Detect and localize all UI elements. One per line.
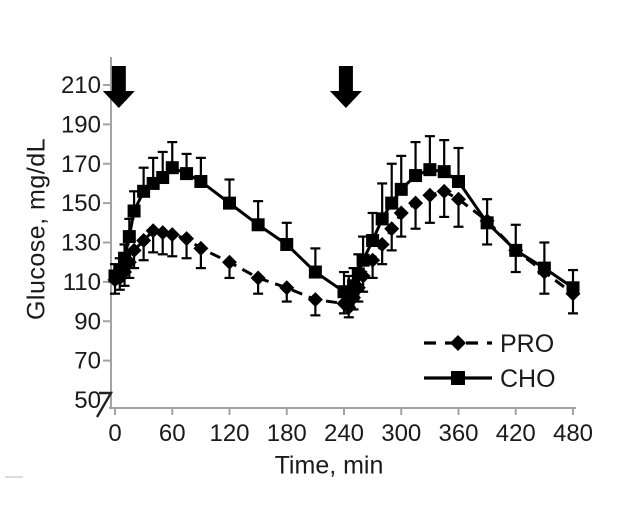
square-marker: [122, 230, 136, 244]
legend-label-pro: PRO: [500, 330, 554, 358]
x-tick-label: 360: [438, 420, 478, 447]
diamond-marker: [145, 223, 161, 239]
diamond-marker: [408, 195, 424, 211]
square-marker: [194, 174, 208, 188]
y-axis-break-glyph: [95, 391, 114, 418]
y-tick-label: 50: [74, 387, 101, 414]
square-marker: [180, 167, 194, 181]
diamond-marker: [374, 236, 390, 252]
square-marker: [437, 165, 451, 179]
y-tick-label: 130: [61, 230, 101, 257]
x-axis-title: Time, min: [274, 451, 384, 480]
series-pro: [107, 183, 581, 319]
series-cho: [108, 135, 580, 301]
x-tick-label: 480: [553, 420, 593, 447]
square-marker: [156, 171, 170, 185]
diamond-marker: [393, 205, 409, 221]
diamond-marker: [222, 254, 237, 270]
y-tick-label: 210: [61, 72, 101, 99]
diamond-marker: [536, 264, 552, 280]
square-marker: [223, 196, 236, 210]
diamond-marker: [565, 286, 581, 302]
square-marker: [385, 196, 399, 210]
x-tick-label: 120: [209, 420, 249, 447]
diamond-marker: [179, 231, 195, 247]
y-tick-label: 170: [61, 151, 101, 178]
meal-down-arrow-icon: [329, 66, 362, 108]
diamond-marker: [479, 213, 495, 229]
diamond-marker: [250, 270, 266, 286]
y-axis-title: Glucose, mg/dL: [22, 137, 51, 321]
diamond-marker: [451, 191, 466, 207]
page-scan-artifact: [5, 476, 23, 478]
diamond-marker: [155, 225, 171, 241]
x-tick-label: 60: [159, 420, 186, 447]
diamond-marker: [126, 242, 142, 258]
square-marker: [127, 204, 141, 218]
diamond-marker: [164, 227, 180, 243]
y-tick-labels: 50 70 90 110 130 150 170 190 210: [61, 72, 101, 414]
square-marker: [165, 161, 179, 175]
square-marker: [452, 174, 465, 188]
square-marker: [251, 218, 265, 232]
y-tick-label: 90: [74, 308, 101, 335]
diamond-marker: [307, 292, 323, 308]
square-marker: [394, 182, 408, 196]
square-marker: [280, 237, 294, 251]
diamond-marker: [279, 280, 295, 296]
square-marker: [356, 253, 370, 267]
legend-diamond-marker: [450, 335, 466, 351]
diamond-marker: [350, 280, 366, 296]
diamond-marker: [436, 183, 452, 199]
diamond-marker: [365, 252, 381, 268]
diamond-marker: [508, 242, 524, 258]
x-tick-label: 300: [381, 420, 421, 447]
y-tick-label: 150: [61, 190, 101, 217]
diamond-marker: [121, 254, 137, 270]
diamond-marker: [422, 187, 438, 203]
diamond-marker: [117, 264, 133, 280]
x-tick-labels: 0 60 120 180 240 300 360 420 480: [108, 420, 593, 447]
y-tick-label: 110: [63, 269, 101, 296]
cho-error-bars: [110, 135, 578, 294]
square-marker: [308, 265, 322, 279]
x-tick-label: 420: [496, 420, 536, 447]
square-marker: [375, 212, 389, 226]
x-tick-label: 0: [108, 420, 121, 447]
diamond-marker: [355, 268, 371, 284]
square-marker: [423, 163, 437, 177]
y-tick-label: 190: [61, 111, 101, 138]
diamond-marker: [384, 221, 400, 237]
y-tick-label: 70: [74, 348, 101, 375]
legend-square-marker: [451, 371, 465, 385]
diamond-marker: [136, 233, 152, 249]
meal-down-arrow-icon: [102, 66, 135, 108]
square-marker: [409, 169, 423, 183]
x-tick-label: 180: [267, 420, 307, 447]
legend-label-cho: CHO: [500, 365, 556, 393]
x-tick-label: 240: [324, 420, 364, 447]
legend: CHO PRO: [424, 330, 556, 393]
diamond-marker: [193, 240, 209, 256]
